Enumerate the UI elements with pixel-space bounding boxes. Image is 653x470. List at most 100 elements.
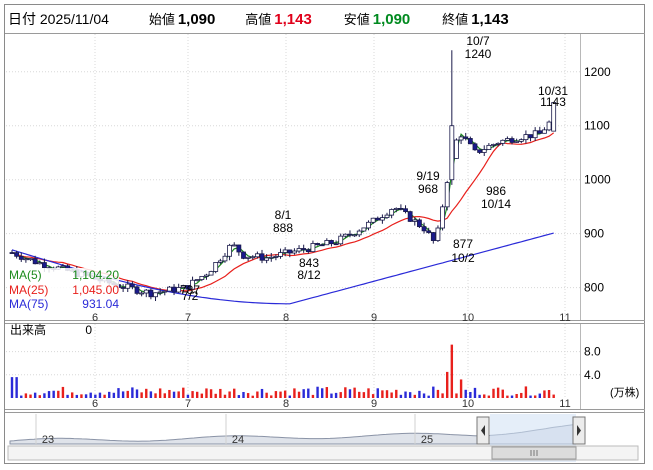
- volume-date-tick: 6: [92, 398, 98, 410]
- candle-down: [287, 249, 293, 254]
- candle-up: [393, 207, 399, 210]
- candle-up: [282, 249, 288, 253]
- volume-bar: [66, 394, 69, 398]
- candle-down: [528, 134, 533, 139]
- overview-year-tick: 25: [421, 434, 433, 446]
- volume-bar: [515, 393, 518, 398]
- volume-bar: [52, 390, 55, 398]
- volume-bar: [390, 392, 393, 398]
- overview-year-tick: 24: [232, 434, 244, 446]
- candle-up: [292, 250, 297, 254]
- volume-title: 出来高: [10, 322, 46, 337]
- volume-bar: [131, 387, 134, 398]
- volume-bar: [47, 391, 51, 398]
- volume-bar: [108, 391, 111, 398]
- volume-date-tick: 11: [559, 398, 570, 410]
- candle-up: [310, 243, 316, 253]
- candle-up: [162, 290, 168, 293]
- volume-bar: [459, 379, 463, 398]
- volume-bar: [353, 387, 356, 398]
- range-scrollbar[interactable]: [7, 445, 639, 461]
- volume-bar: [154, 393, 157, 398]
- candle-up: [60, 265, 66, 268]
- volume-bar: [158, 388, 162, 398]
- price-tick-label: 1000: [584, 173, 611, 187]
- volume-bar: [182, 387, 185, 398]
- volume-bar: [117, 388, 120, 398]
- candle-up: [338, 235, 344, 245]
- candle-up: [125, 283, 131, 289]
- volume-bar: [404, 391, 407, 398]
- candle-down: [403, 208, 408, 213]
- volume-bar: [121, 391, 125, 398]
- annotation-value: 888: [273, 221, 293, 235]
- candle-down: [430, 232, 436, 241]
- candle-up: [551, 102, 557, 132]
- volume-bar: [270, 395, 273, 398]
- candle-up: [379, 217, 385, 221]
- candle-up: [208, 271, 214, 276]
- volume-bar: [358, 391, 361, 398]
- close-label: 終値: [442, 12, 469, 27]
- range-handle-left[interactable]: [476, 416, 490, 445]
- volume-bar: [492, 388, 495, 398]
- volume-bar: [10, 377, 14, 398]
- volume-bar: [260, 388, 264, 398]
- volume-bar: [524, 386, 528, 398]
- candle-up: [370, 217, 376, 223]
- candle-up: [250, 256, 256, 259]
- volume-bar: [15, 377, 18, 398]
- candle-up: [491, 143, 496, 146]
- volume-bar: [408, 392, 412, 398]
- volume-bar: [496, 387, 500, 398]
- candle-down: [148, 289, 154, 298]
- volume-bar: [316, 386, 319, 398]
- volume-bar: [145, 388, 148, 398]
- volume-bar: [219, 388, 222, 398]
- price-tick-label: 900: [584, 227, 604, 241]
- candle-up: [440, 206, 445, 229]
- candle-down: [305, 249, 311, 253]
- volume-bar: [80, 394, 83, 398]
- volume-bar: [432, 386, 435, 398]
- candle-down: [537, 130, 543, 134]
- volume-bar: [297, 391, 301, 398]
- legend-ma75: MA(75) 931.04: [9, 297, 119, 311]
- candle-up: [23, 258, 29, 261]
- candle-up: [481, 149, 487, 153]
- volume-bar: [427, 395, 430, 398]
- annotation-value: 1143: [540, 95, 566, 109]
- candle-up: [204, 274, 209, 277]
- date-label: 日付 2025/11/04: [8, 11, 109, 27]
- price-date-tick: 6: [92, 312, 98, 324]
- range-handle-right[interactable]: [572, 416, 586, 445]
- volume-bar: [325, 387, 329, 398]
- candle-up: [361, 227, 367, 232]
- candle-down: [129, 283, 135, 288]
- volume-bar: [367, 388, 370, 398]
- volume-bar: [195, 391, 199, 398]
- candle-up: [486, 144, 492, 150]
- volume-bar: [172, 391, 176, 398]
- candle-up: [217, 260, 223, 263]
- price-date-tick: 10: [462, 312, 474, 324]
- candle-up: [273, 256, 279, 258]
- volume-bar: [43, 393, 46, 398]
- volume-bar: [233, 388, 236, 398]
- volume-bar: [487, 395, 491, 398]
- volume-bar: [446, 371, 449, 398]
- candle-down: [333, 243, 339, 246]
- candle-down: [467, 138, 473, 145]
- candle-up: [495, 142, 501, 145]
- candle-up: [389, 209, 395, 216]
- volume-bar: [251, 395, 254, 398]
- candle-down: [42, 262, 47, 269]
- volume-bar: [436, 389, 440, 398]
- candle-up: [227, 244, 233, 257]
- candle-down: [463, 136, 469, 139]
- candle-down: [319, 244, 325, 247]
- annotation-date: 10/31: [538, 84, 568, 98]
- volume-bar: [135, 389, 139, 398]
- candle-up: [542, 129, 547, 134]
- volume-bar: [478, 394, 481, 398]
